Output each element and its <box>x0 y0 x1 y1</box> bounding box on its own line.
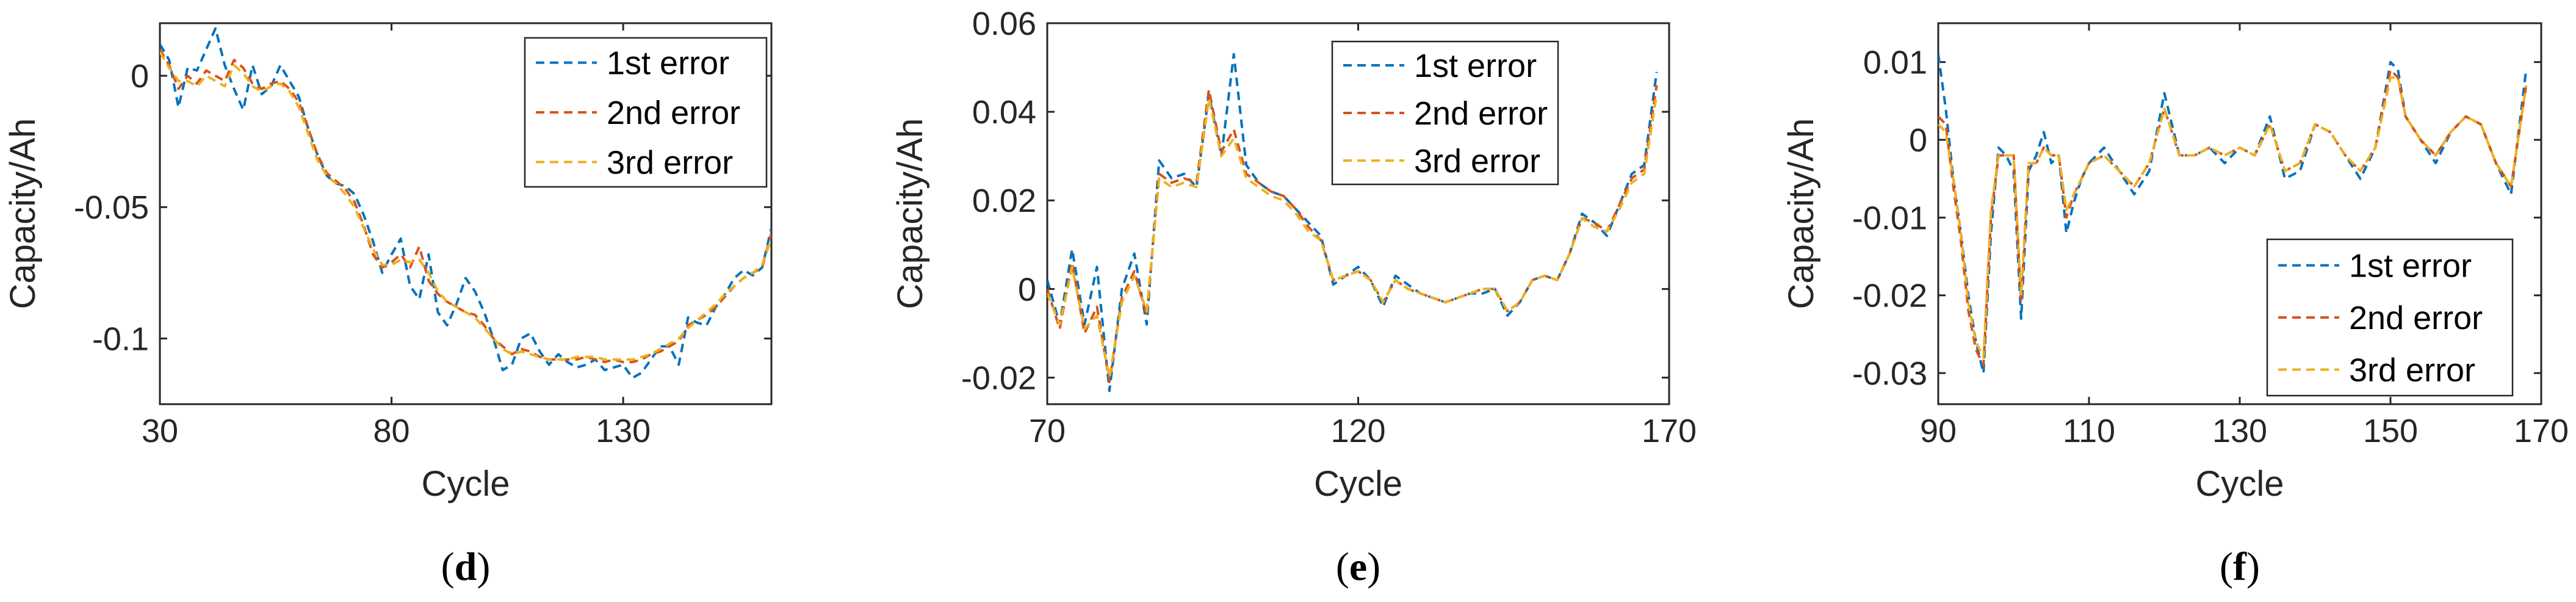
legend-entry-label: 2nd error <box>1414 95 1548 132</box>
series-line-3 <box>1938 76 2528 359</box>
panel-label-close: ) <box>477 545 490 589</box>
panel-label: (d) <box>441 545 491 589</box>
chart-panel-d: 30 80 130 0 -0.05 -0.1 Cycle Capacity/Ah 1st err… <box>3 22 773 589</box>
x-tick-label: 170 <box>2514 413 2569 449</box>
x-axis-label: Cycle <box>2195 464 2284 504</box>
x-tick-label: 90 <box>1920 413 1957 449</box>
y-tick-label: 0 <box>1909 122 1927 159</box>
x-tick-label: 70 <box>1029 413 1066 449</box>
panel-label: (e) <box>1336 545 1380 589</box>
series-line-2 <box>160 48 771 364</box>
chart-panel-e: 70 120 170 0.06 0.04 0.02 0 -0.02 Cycle Capacity/… <box>890 5 1697 589</box>
legend-entry-label: 3rd error <box>2349 352 2475 388</box>
x-tick-label: 80 <box>373 413 410 449</box>
y-tick-label: 0.01 <box>1863 45 1927 81</box>
y-tick-label: -0.03 <box>1852 355 1927 392</box>
y-axis-label: Capacity/Ah <box>890 118 930 310</box>
x-tick-label: 130 <box>2212 413 2267 449</box>
series-line-3 <box>1047 93 1658 379</box>
x-tick-label: 130 <box>596 413 651 449</box>
panel-label-open: ( <box>1336 545 1349 589</box>
y-axis-label: Capacity/Ah <box>3 118 43 310</box>
y-tick-label: -0.02 <box>961 360 1036 396</box>
y-tick-label: 0 <box>131 58 149 95</box>
panel-label: (f) <box>2220 545 2260 589</box>
legend-entry-label: 2nd error <box>2349 300 2483 336</box>
series-line-3 <box>160 51 771 361</box>
x-tick-label: 30 <box>142 413 178 449</box>
x-tick-label: 170 <box>1642 413 1697 449</box>
panel-label-close: ) <box>1367 545 1380 589</box>
x-tick-label: 150 <box>2363 413 2418 449</box>
legend-entry-label: 2nd error <box>607 95 740 131</box>
legend-entry-label: 1st error <box>2349 248 2472 285</box>
series-line-1 <box>160 27 771 379</box>
x-tick-label: 120 <box>1330 413 1385 449</box>
legend-entry-label: 3rd error <box>1414 143 1540 180</box>
x-axis-label: Cycle <box>1314 464 1402 504</box>
x-tick-label: 110 <box>2063 413 2115 449</box>
panel-label-letter: f <box>2233 545 2247 589</box>
y-tick-label: 0.02 <box>972 183 1036 219</box>
panel-label-open: ( <box>441 545 455 589</box>
panel-label-letter: d <box>455 545 477 589</box>
y-tick-label: 0 <box>1018 271 1036 308</box>
y-tick-label: -0.05 <box>74 189 149 226</box>
y-axis-label: Capacity/Ah <box>1781 118 1821 310</box>
panel-label-letter: e <box>1349 545 1367 589</box>
legend-entry-label: 1st error <box>1414 48 1537 84</box>
y-tick-label: 0.06 <box>972 5 1036 42</box>
panel-label-close: ) <box>2246 545 2260 589</box>
series-line-2 <box>1938 68 2528 367</box>
panel-label-open: ( <box>2220 545 2233 589</box>
legend <box>1331 40 1559 186</box>
y-tick-label: -0.02 <box>1852 278 1927 314</box>
y-tick-label: 0.04 <box>972 94 1036 131</box>
chart-panel-f: 90 110 130 150 170 0.01 0 -0.01 -0.02 -0.03 Cycle C… <box>1781 22 2569 589</box>
legend-entry-label: 3rd error <box>607 144 733 181</box>
y-tick-label: -0.1 <box>92 321 149 357</box>
y-tick-label: -0.01 <box>1852 200 1927 236</box>
x-axis-label: Cycle <box>421 464 510 504</box>
legend-entry-label: 1st error <box>607 45 729 82</box>
